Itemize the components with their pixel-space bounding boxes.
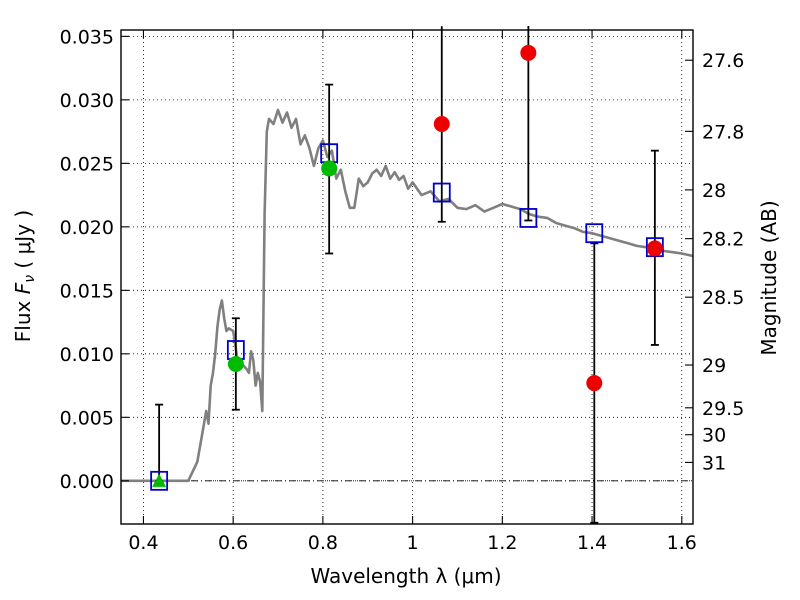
x-tick-label: 1.2 xyxy=(487,532,517,554)
observed-flux-point xyxy=(520,44,537,61)
magnitude-tick-label: 29 xyxy=(702,355,726,377)
axis-ticks xyxy=(121,30,693,524)
x-tick-label: 0.4 xyxy=(128,532,158,554)
y-axis-label: Flux Fν ( μJy ) xyxy=(11,210,38,342)
model-flux-square xyxy=(519,208,538,228)
x-tick-label: 1.4 xyxy=(577,532,607,554)
magnitude-tick-labels: 27.6 27.8 28 28.2 28.5 29 29.5 30 31 xyxy=(702,50,744,474)
y-tick-label: 0.010 xyxy=(60,344,114,366)
x-tick-labels: 0.4 0.6 0.8 1 1.2 1.4 1.6 xyxy=(128,532,697,554)
x-tick-label: 1.6 xyxy=(667,532,697,554)
x-axis-label: Wavelength λ (μm) xyxy=(310,564,501,588)
magnitude-tick-label: 27.8 xyxy=(702,121,744,143)
y-axis-label-unit: ( μJy ) xyxy=(11,210,35,275)
y-tick-label: 0.030 xyxy=(60,90,114,112)
error-bar xyxy=(155,403,164,482)
model-flux-square xyxy=(585,223,604,244)
x-tick-label: 1 xyxy=(407,532,419,554)
magnitude-tick-label: 28.2 xyxy=(702,229,744,251)
magnitude-tick-label: 28.5 xyxy=(702,287,744,309)
observed-flux-point xyxy=(227,355,244,372)
magnitude-tick-label: 27.6 xyxy=(702,50,744,72)
magnitude-tick-label: 29.5 xyxy=(702,398,744,420)
y-axis-label-sub: ν xyxy=(22,275,38,283)
model-sed-curve xyxy=(121,108,694,483)
plot-frame xyxy=(120,29,694,525)
magnitude-tick-label: 28 xyxy=(702,180,726,202)
y-axis-label-prefix: Flux xyxy=(11,294,35,342)
model-photometry-squares xyxy=(150,143,664,491)
y-tick-labels: 0.000 0.005 0.010 0.015 0.020 0.025 0.030 0.035 xyxy=(60,26,114,492)
error-bars xyxy=(155,26,659,524)
y-tick-label: 0.020 xyxy=(60,217,114,239)
observed-flux-point xyxy=(321,160,338,177)
y-tick-label: 0.005 xyxy=(60,407,114,429)
model-flux-square xyxy=(150,470,169,491)
y-tick-label: 0.015 xyxy=(60,280,114,302)
observed-points xyxy=(152,44,663,487)
observed-upper-limit-triangle xyxy=(152,473,167,487)
x-tick-label: 0.6 xyxy=(218,532,248,554)
magnitude-tick-label: 31 xyxy=(702,452,726,474)
observed-flux-point xyxy=(586,375,603,392)
y-tick-label: 0.000 xyxy=(60,471,114,493)
y-axis-label-var: F xyxy=(11,282,35,294)
x-tick-label: 0.8 xyxy=(308,532,338,554)
y2-axis-label: Magnitude (AB) xyxy=(757,200,781,355)
model-flux-square xyxy=(432,182,451,203)
grid-lines xyxy=(121,30,693,524)
y-tick-label: 0.035 xyxy=(60,26,114,48)
y-tick-label: 0.025 xyxy=(60,153,114,175)
observed-flux-point xyxy=(433,115,450,132)
observed-flux-point xyxy=(646,240,663,257)
magnitude-tick-label: 30 xyxy=(702,425,726,447)
